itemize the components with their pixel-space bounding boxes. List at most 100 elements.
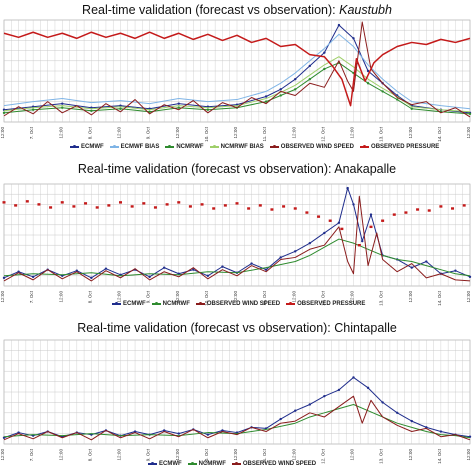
legend-item[interactable]: ECMWF bbox=[148, 461, 182, 467]
chart-title: Real-time validation (forecast vs observ… bbox=[0, 3, 474, 17]
x-tick-label: 14. Oct bbox=[437, 448, 442, 464]
data-point bbox=[352, 37, 355, 40]
chart-chintapalle: 12:00 7. Oct 12:00 8. Oct 12:00 9. Oct 12:00 10… bbox=[0, 339, 472, 464]
series-observed-wind bbox=[3, 21, 471, 118]
x-tick-label: 12:00 bbox=[350, 127, 355, 139]
data-point bbox=[31, 108, 35, 111]
data-point bbox=[416, 208, 420, 211]
legend-item[interactable]: NCMRWF bbox=[151, 301, 190, 307]
data-point bbox=[2, 111, 6, 115]
data-point bbox=[439, 430, 443, 433]
x-tick-label: 14. Oct bbox=[437, 126, 442, 142]
data-point bbox=[95, 206, 99, 209]
legend-item[interactable]: OBSERVED WIND SPEED bbox=[195, 301, 280, 307]
data-point bbox=[279, 94, 282, 97]
data-point bbox=[328, 219, 332, 222]
data-point bbox=[270, 208, 274, 211]
legend-item[interactable]: OBSERVED WIND SPEED bbox=[231, 461, 316, 467]
data-point bbox=[294, 250, 297, 253]
data-point bbox=[162, 429, 166, 432]
data-point bbox=[14, 204, 18, 207]
data-point bbox=[235, 202, 239, 205]
x-tick-label: 12. Oct bbox=[320, 448, 325, 464]
x-tick-label: 12:00 bbox=[350, 291, 355, 303]
data-point bbox=[264, 95, 268, 98]
legend-item[interactable]: NCMRWF bbox=[187, 461, 226, 467]
series-observed-wind bbox=[3, 195, 471, 282]
data-point bbox=[104, 267, 108, 270]
data-point bbox=[425, 426, 428, 429]
legend-label: ECMWF bbox=[159, 461, 182, 467]
series-observed-pressure bbox=[3, 31, 471, 107]
legend-item[interactable]: ECMWF bbox=[70, 144, 104, 150]
data-point bbox=[346, 186, 349, 190]
data-point bbox=[148, 110, 151, 114]
legend-label: OBSERVED PRESSURE bbox=[297, 301, 366, 307]
data-point bbox=[61, 102, 64, 105]
data-point bbox=[323, 394, 326, 398]
series-ncmrwf bbox=[2, 61, 472, 116]
data-point bbox=[425, 260, 428, 263]
data-point bbox=[206, 274, 210, 277]
x-tick-label: 12:00 bbox=[291, 127, 296, 139]
data-point bbox=[381, 219, 385, 222]
legend-item[interactable]: NCMRWF BIAS bbox=[209, 144, 264, 150]
data-point bbox=[84, 202, 88, 205]
data-point bbox=[130, 205, 134, 208]
data-point bbox=[308, 403, 312, 406]
data-point bbox=[221, 429, 224, 432]
legend-swatch bbox=[109, 145, 119, 148]
data-point bbox=[206, 108, 210, 111]
series-ncmrwf bbox=[3, 238, 471, 277]
series-line bbox=[3, 33, 471, 110]
data-point bbox=[366, 69, 370, 73]
data-point bbox=[75, 269, 79, 272]
x-tick-label: 11. Oct bbox=[262, 290, 267, 305]
data-point bbox=[361, 239, 364, 243]
legend-item[interactable]: OBSERVED PRESSURE bbox=[360, 144, 439, 150]
data-point bbox=[352, 203, 355, 206]
legend-item[interactable]: ECMWF BIAS bbox=[109, 144, 160, 150]
data-point bbox=[305, 211, 309, 214]
data-point bbox=[293, 207, 297, 210]
data-point bbox=[200, 203, 204, 206]
x-tick-label: 7. Oct bbox=[29, 448, 34, 461]
data-point bbox=[282, 205, 286, 208]
data-point bbox=[462, 204, 466, 207]
legend-label: OBSERVED PRESSURE bbox=[371, 144, 440, 150]
data-point bbox=[133, 430, 137, 433]
x-tick-label: 11. Oct bbox=[262, 126, 267, 141]
x-tick-label: 12:00 bbox=[466, 449, 471, 461]
data-point bbox=[2, 201, 6, 204]
data-point bbox=[107, 204, 111, 207]
data-point bbox=[177, 432, 180, 435]
x-tick-label: 12:00 bbox=[0, 127, 5, 139]
legend-label: ECMWF bbox=[81, 144, 104, 150]
x-tick-label: 11. Oct bbox=[262, 448, 267, 463]
data-point bbox=[192, 268, 195, 271]
legend-item[interactable]: NCMRWF bbox=[165, 144, 204, 150]
data-point bbox=[337, 388, 341, 392]
data-point bbox=[177, 201, 181, 204]
data-point bbox=[451, 207, 455, 210]
legend-swatch bbox=[360, 145, 370, 148]
data-point bbox=[439, 205, 443, 208]
data-point bbox=[395, 411, 399, 414]
legend-label: ECMWF BIAS bbox=[120, 144, 160, 150]
legend-item[interactable]: OBSERVED WIND SPEED bbox=[269, 144, 354, 150]
x-tick-label: 12:00 bbox=[291, 291, 296, 303]
series-line bbox=[3, 195, 471, 282]
x-tick-label: 12. Oct bbox=[320, 290, 325, 306]
data-point bbox=[142, 202, 146, 205]
chart-legend: ECMWF ECMWF BIAS NCMRWF NCMRWF BIAS OBSERVED… bbox=[70, 144, 439, 150]
data-point bbox=[366, 386, 370, 390]
chart-legend: ECMWF NCMRWF OBSERVED WIND SPEED OBSERVED P… bbox=[112, 301, 365, 307]
x-tick-label: 12:00 bbox=[58, 291, 63, 303]
series-line bbox=[3, 31, 471, 107]
legend-label: NCMRWF bbox=[176, 144, 204, 150]
x-tick-label: 12:00 bbox=[0, 449, 5, 461]
legend-swatch bbox=[165, 145, 175, 148]
data-point bbox=[427, 209, 431, 212]
legend-item[interactable]: OBSERVED PRESSURE bbox=[286, 301, 365, 307]
legend-item[interactable]: ECMWF bbox=[112, 301, 146, 307]
